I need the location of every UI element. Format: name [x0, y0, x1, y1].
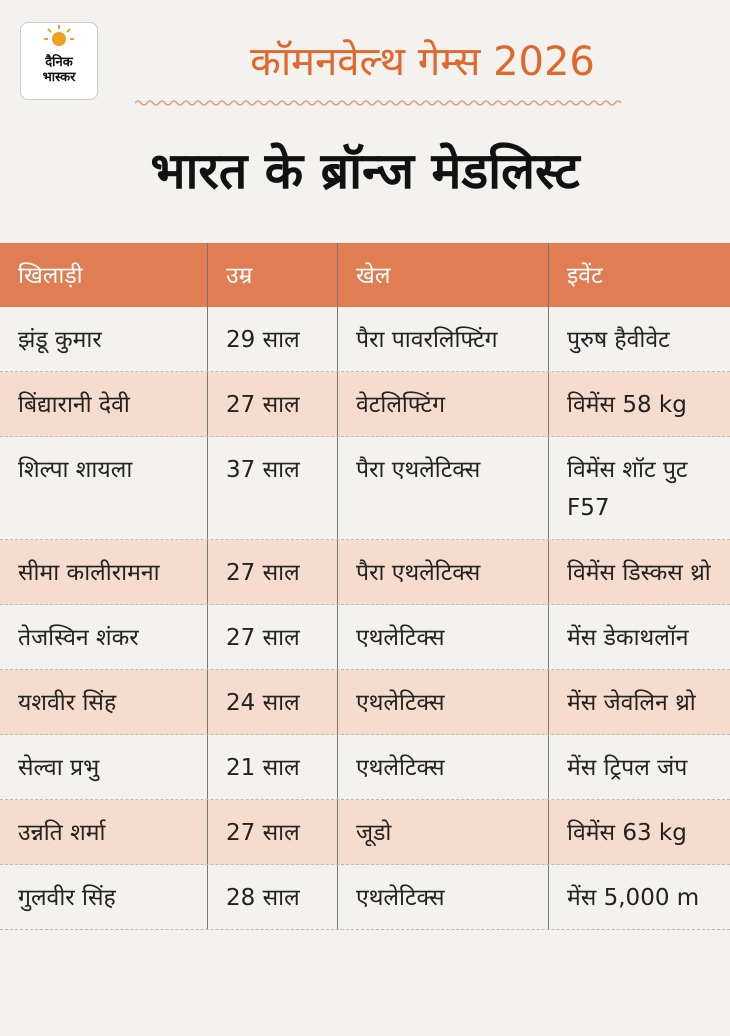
logo-text: भास्कर: [42, 70, 76, 85]
table-cell: शिल्पा शायला: [18, 457, 133, 483]
table-cell: सीमा कालीरामना: [18, 560, 160, 586]
title: कॉमनवेल्थ गेम्स 2026: [250, 39, 595, 85]
table-cell: पुरुष हैवीवेट: [548, 307, 730, 371]
table-row: झंडू कुमार 29 साल पैरा पावरलिफ्टिंग पुरुष ह…: [0, 307, 730, 372]
logo-sun: [44, 25, 74, 46]
logo: दैनिक भास्कर: [20, 22, 98, 100]
table-row: उन्नति शर्मा 27 साल जूडो विमेंस 63 kg: [0, 800, 730, 865]
table-row: यशवीर सिंह 24 साल एथलेटिक्स मेंस जेवलिन थ्र…: [0, 670, 730, 735]
table-cell: झंडू कुमार: [18, 327, 102, 353]
column-header: खेल: [337, 243, 548, 307]
subtitle: भारत के ब्रॉन्ज मेडलिस्ट: [150, 142, 580, 200]
table-cell: उन्नति शर्मा: [18, 820, 106, 846]
table-cell: 21 साल: [207, 735, 337, 799]
table-cell: सेल्वा प्रभु: [18, 755, 100, 781]
table-cell: एथलेटिक्स: [337, 605, 548, 669]
title-underline: [135, 100, 622, 106]
table-cell: 27 साल: [207, 605, 337, 669]
table-cell: 28 साल: [207, 865, 337, 929]
table-row: गुलवीर सिंह 28 साल एथलेटिक्स मेंस 5,000 m: [0, 865, 730, 930]
table-cell: विमेंस शॉट पुट F57: [548, 437, 730, 539]
table-cell: जूडो: [337, 800, 548, 864]
table-cell: पैरा एथलेटिक्स: [337, 437, 548, 539]
table-cell: मेंस जेवलिन थ्रो: [548, 670, 730, 734]
table-cell: एथलेटिक्स: [337, 865, 548, 929]
table-cell: 29 साल: [207, 307, 337, 371]
table-cell: 27 साल: [207, 540, 337, 604]
table-cell: बिंद्यारानी देवी: [18, 392, 130, 418]
table-row: तेजस्विन शंकर 27 साल एथलेटिक्स मेंस डेकाथलॉ…: [0, 605, 730, 670]
column-header: उम्र: [207, 243, 337, 307]
table-row: शिल्पा शायला 37 साल पैरा एथलेटिक्स विमेंस श…: [0, 437, 730, 540]
table-cell: विमेंस 58 kg: [548, 372, 730, 436]
table-row: सीमा कालीरामना 27 साल पैरा एथलेटिक्स विमेंस…: [0, 540, 730, 605]
table: खिलाड़ी उम्र खेल इवेंट झंडू कुमार 29 साल पैरा …: [0, 243, 730, 930]
table-cell: पैरा पावरलिफ्टिंग: [337, 307, 548, 371]
table-cell: गुलवीर सिंह: [18, 885, 116, 911]
table-row: बिंद्यारानी देवी 27 साल वेटलिफ्टिंग विमेंस …: [0, 372, 730, 437]
table-cell: 27 साल: [207, 372, 337, 436]
table-cell: 24 साल: [207, 670, 337, 734]
table-cell: विमेंस 63 kg: [548, 800, 730, 864]
table-cell: मेंस ट्रिपल जंप: [548, 735, 730, 799]
table-cell: विमेंस डिस्कस थ्रो: [548, 540, 730, 604]
table-cell: तेजस्विन शंकर: [18, 625, 139, 651]
table-cell: पैरा एथलेटिक्स: [337, 540, 548, 604]
logo-text: दैनिक: [45, 55, 73, 70]
column-header: खिलाड़ी: [18, 263, 83, 289]
table-row: सेल्वा प्रभु 21 साल एथलेटिक्स मेंस ट्रिपल ज…: [0, 735, 730, 800]
column-header: इवेंट: [548, 243, 730, 307]
table-cell: यशवीर सिंह: [18, 690, 117, 716]
table-cell: एथलेटिक्स: [337, 670, 548, 734]
table-cell: मेंस डेकाथलॉन: [548, 605, 730, 669]
table-cell: 37 साल: [207, 437, 337, 539]
table-cell: 27 साल: [207, 800, 337, 864]
table-cell: वेटलिफ्टिंग: [337, 372, 548, 436]
table-cell: एथलेटिक्स: [337, 735, 548, 799]
table-header: खिलाड़ी उम्र खेल इवेंट: [0, 243, 730, 307]
table-cell: मेंस 5,000 m: [548, 865, 730, 929]
